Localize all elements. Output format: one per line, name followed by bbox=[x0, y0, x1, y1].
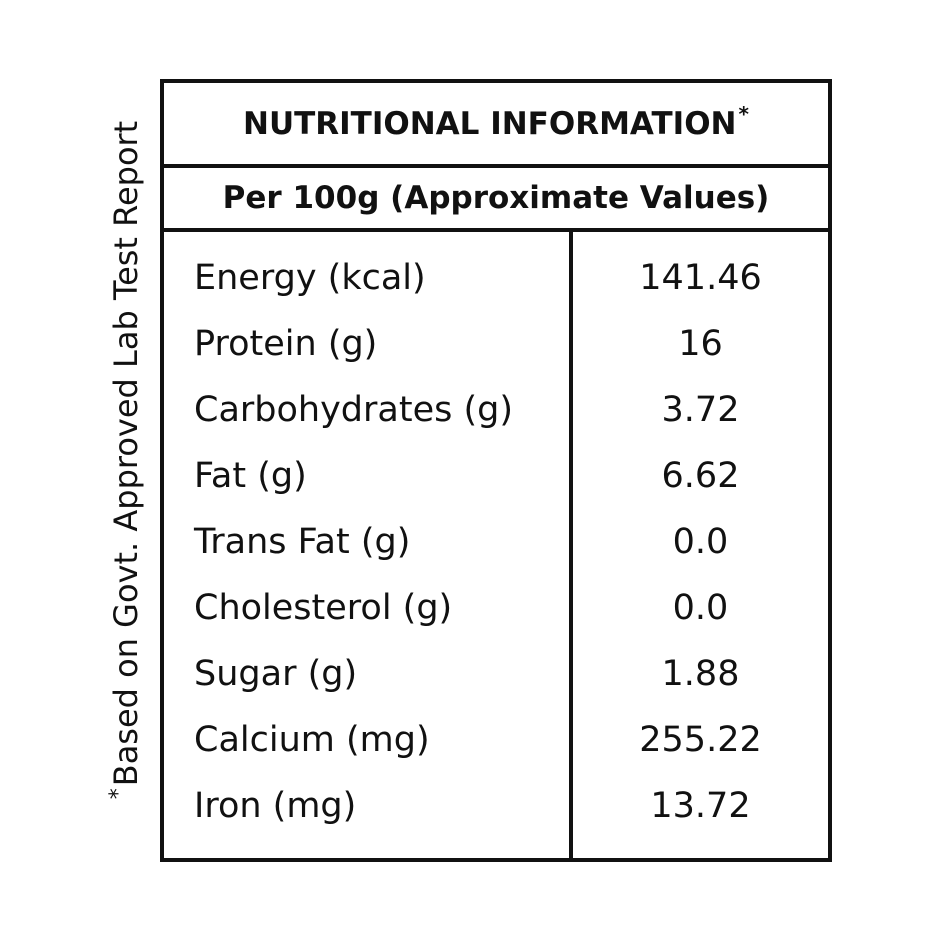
table-title: NUTRITIONAL INFORMATION bbox=[243, 105, 737, 142]
nutrient-label: Cholesterol (g) bbox=[194, 588, 453, 628]
table-row: Energy (kcal) 141.46 bbox=[164, 245, 828, 311]
nutrient-label: Calcium (mg) bbox=[194, 720, 430, 760]
title-asterisk: * bbox=[738, 101, 749, 126]
table-row: Calcium (mg) 255.22 bbox=[164, 707, 828, 773]
nutrient-value: 16 bbox=[678, 324, 723, 364]
nutrient-label: Trans Fat (g) bbox=[194, 522, 411, 562]
nutrient-label: Protein (g) bbox=[194, 324, 378, 364]
nutrient-label: Iron (mg) bbox=[194, 786, 357, 826]
footnote-asterisk: * bbox=[105, 788, 131, 800]
table-row: Fat (g) 6.62 bbox=[164, 443, 828, 509]
table-subtitle: Per 100g (Approximate Values) bbox=[222, 180, 770, 216]
column-divider bbox=[569, 232, 573, 862]
nutrient-rows: Energy (kcal) 141.46 Protein (g) 16 Carb… bbox=[164, 245, 828, 839]
nutrient-label: Carbohydrates (g) bbox=[194, 390, 513, 430]
nutrient-value: 6.62 bbox=[661, 456, 740, 496]
table-row: Protein (g) 16 bbox=[164, 311, 828, 377]
nutrient-value: 3.72 bbox=[661, 390, 740, 430]
nutrient-value: 13.72 bbox=[650, 786, 751, 826]
table-row: Carbohydrates (g) 3.72 bbox=[164, 377, 828, 443]
nutrition-table: NUTRITIONAL INFORMATION * Per 100g (Appr… bbox=[160, 79, 832, 862]
table-row: Iron (mg) 13.72 bbox=[164, 773, 828, 839]
table-row: Trans Fat (g) 0.0 bbox=[164, 509, 828, 575]
footnote-vertical: * Based on Govt. Approved Lab Test Repor… bbox=[106, 70, 146, 850]
nutrient-value: 0.0 bbox=[672, 588, 729, 628]
table-row: Cholesterol (g) 0.0 bbox=[164, 575, 828, 641]
nutrient-label: Fat (g) bbox=[194, 456, 307, 496]
nutrient-label: Sugar (g) bbox=[194, 654, 358, 694]
table-title-row: NUTRITIONAL INFORMATION * bbox=[164, 83, 828, 168]
nutrient-label: Energy (kcal) bbox=[194, 258, 426, 298]
table-row: Sugar (g) 1.88 bbox=[164, 641, 828, 707]
nutrient-value: 1.88 bbox=[661, 654, 740, 694]
nutrient-value: 0.0 bbox=[672, 522, 729, 562]
nutrient-value: 255.22 bbox=[639, 720, 762, 760]
nutrient-value: 141.46 bbox=[639, 258, 762, 298]
table-subtitle-row: Per 100g (Approximate Values) bbox=[164, 168, 828, 232]
footnote-text: Based on Govt. Approved Lab Test Report bbox=[107, 120, 145, 787]
